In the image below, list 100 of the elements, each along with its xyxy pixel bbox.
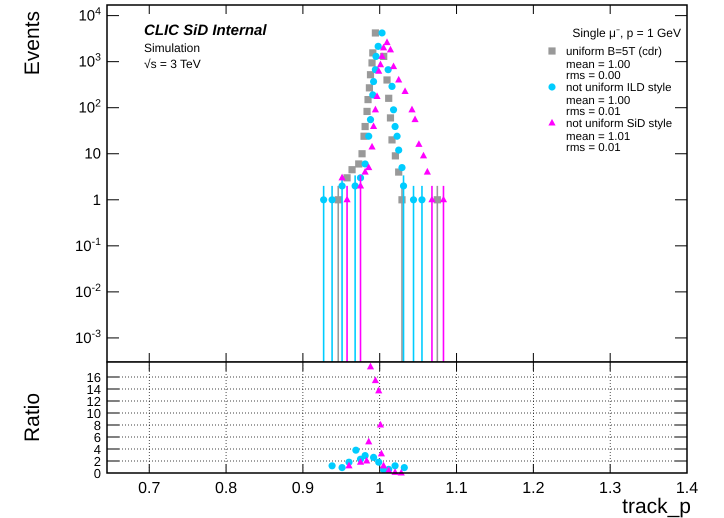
- point: [338, 174, 346, 180]
- point: [356, 458, 364, 465]
- point: [372, 106, 380, 112]
- point: [372, 52, 380, 60]
- point: [365, 438, 372, 444]
- point: [390, 62, 398, 70]
- point: [391, 122, 399, 130]
- x-tick-label: 1: [375, 480, 384, 497]
- point: [358, 150, 366, 158]
- point: [388, 82, 396, 90]
- point: [380, 44, 388, 50]
- y-axis-title: Ratio: [21, 392, 44, 442]
- point: [365, 163, 372, 170]
- annotation: mean = 1.00: [566, 59, 630, 71]
- point: [366, 71, 374, 78]
- y-tick-label: 1: [92, 192, 101, 209]
- point: [362, 452, 369, 460]
- point: [362, 122, 369, 130]
- point: [368, 142, 376, 150]
- x-tick-label: 0.7: [138, 480, 160, 497]
- point: [400, 182, 408, 190]
- point: [356, 182, 364, 188]
- point: [366, 84, 374, 92]
- annotation: rms = 0.01: [566, 106, 621, 118]
- point: [370, 454, 378, 461]
- point: [390, 106, 398, 114]
- point: [366, 362, 374, 370]
- point: [328, 462, 336, 470]
- annotation: rms = 0.01: [566, 142, 621, 154]
- point: [363, 456, 370, 464]
- point: [395, 146, 402, 154]
- point: [410, 196, 418, 204]
- point: [420, 152, 428, 158]
- point: [352, 182, 359, 190]
- y-tick-label: 10$^{2}$: [78, 98, 102, 117]
- point: [320, 196, 328, 204]
- point: [338, 464, 346, 472]
- point: [384, 66, 392, 74]
- y-tick-label: 4: [94, 442, 101, 457]
- point: [328, 196, 336, 204]
- x-tick-label: 1.4: [676, 480, 698, 497]
- point: [424, 168, 431, 175]
- y-tick-label: 8: [94, 418, 101, 433]
- legend-label: not uniform ILD style: [566, 82, 672, 94]
- point: [363, 108, 371, 116]
- point: [338, 182, 346, 190]
- point: [383, 76, 391, 84]
- x-axis-title: track_p: [622, 495, 691, 518]
- point: [391, 462, 399, 470]
- point: [372, 29, 380, 37]
- point: [370, 122, 378, 130]
- y-tick-label: 14: [86, 382, 101, 397]
- legend-label: uniform B=5T (cdr): [566, 46, 662, 58]
- point: [395, 76, 402, 82]
- point: [375, 386, 382, 394]
- y-tick-label: 10: [84, 146, 101, 163]
- legend-title: Single μ⁻, p = 1 GeV: [572, 26, 681, 40]
- y-tick-label: 10$^{3}$: [78, 52, 102, 71]
- point: [372, 376, 380, 384]
- x-tick-label: 1.3: [599, 480, 622, 497]
- y-tick-label: 12: [86, 394, 101, 409]
- annotation: mean = 1.00: [566, 95, 630, 107]
- point: [378, 29, 386, 37]
- point: [352, 446, 360, 454]
- point: [400, 464, 408, 472]
- point: [386, 46, 394, 52]
- text: Simulation: [144, 41, 200, 55]
- point: [383, 38, 391, 46]
- point: [368, 59, 376, 66]
- point: [398, 164, 406, 172]
- point: [418, 196, 426, 204]
- point: [365, 132, 372, 140]
- point: [345, 462, 353, 468]
- point: [386, 114, 394, 122]
- point: [385, 94, 392, 102]
- point: [375, 458, 382, 466]
- point: [415, 140, 422, 147]
- point: [440, 196, 448, 202]
- point: [343, 196, 351, 202]
- point: [434, 196, 441, 204]
- y-tick-label: 6: [94, 430, 101, 445]
- y-tick-label: 10$^{-2}$: [74, 282, 102, 301]
- point: [375, 67, 382, 74]
- point: [408, 106, 416, 112]
- point: [373, 92, 381, 100]
- point: [378, 450, 386, 456]
- y-tick-label: 2: [94, 454, 101, 469]
- point: [343, 174, 351, 182]
- text: CLIC SiD Internal: [144, 22, 268, 39]
- point: [370, 78, 378, 86]
- point: [428, 196, 436, 202]
- y-tick-label: 10$^{-1}$: [74, 236, 102, 255]
- x-tick-label: 1.1: [445, 480, 468, 497]
- point: [380, 462, 388, 468]
- point: [362, 168, 369, 175]
- x-tick-label: 0.9: [292, 480, 314, 497]
- point: [374, 42, 382, 50]
- annotation: √s = 3 TeV: [144, 57, 201, 71]
- point: [362, 160, 369, 168]
- point: [393, 132, 401, 140]
